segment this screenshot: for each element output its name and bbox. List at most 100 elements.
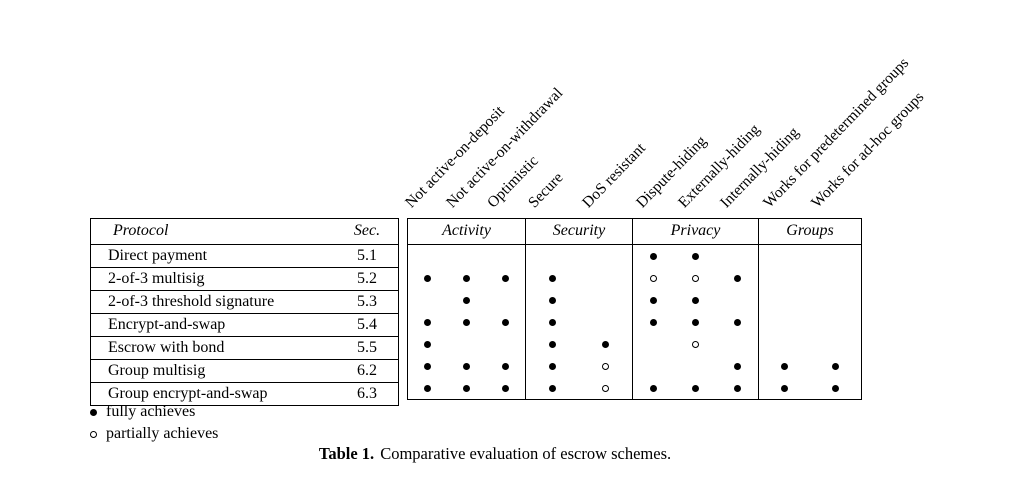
filled-dot-icon [424,384,431,392]
dot-cell [526,355,579,377]
filled-dot-icon [463,296,470,304]
matrix-row [408,333,861,355]
dot-cell [447,267,486,289]
dot-cell [633,289,675,311]
matrix-row [408,355,861,377]
filled-dot-icon [832,384,839,392]
dot-cell [486,333,525,355]
dot-cell [526,289,579,311]
table-row: Encrypt-and-swap 5.4 [91,313,398,336]
matrix-group [526,355,633,377]
dot-cell [759,355,810,377]
dot-cell [486,377,525,399]
dot-cell [716,245,758,267]
legend-item-partially-achieves: partially achieves [90,423,218,445]
matrix-group [633,333,759,355]
matrix-group [408,245,526,267]
matrix-group [526,289,633,311]
matrix-group [408,355,526,377]
filled-dot-icon [692,252,699,260]
dot-cell [447,355,486,377]
legend-item-fully-achieves: fully achieves [90,401,218,423]
dot-cell [526,245,579,267]
dot-cell [633,245,675,267]
filled-dot-icon [463,384,470,392]
dot-cell [675,333,717,355]
dot-cell [633,311,675,333]
filled-dot-icon [502,318,509,326]
dot-cell [810,355,861,377]
matrix-group [526,245,633,267]
dot-cell [675,377,717,399]
matrix-group [633,355,759,377]
section-cell: 5.5 [357,339,377,356]
dot-cell [633,267,675,289]
filled-dot-icon [424,362,431,370]
dot-cell [716,377,758,399]
table-caption: Table 1. Comparative evaluation of escrow… [0,444,990,464]
dot-cell [810,377,861,399]
open-dot-icon [602,362,609,370]
matrix-group [526,333,633,355]
dot-cell [486,267,525,289]
filled-dot-icon [650,252,658,260]
dot-cell [579,289,632,311]
matrix-group-header-row: Activity Security Privacy Groups [408,219,861,245]
matrix-group [408,377,526,399]
section-cell: 5.2 [357,270,377,287]
matrix-row [408,289,861,311]
matrix-group [633,245,759,267]
table-row: Group encrypt-and-swap 6.3 [91,382,398,405]
filled-dot-icon [502,274,509,282]
dot-cell [579,355,632,377]
matrix-group [633,311,759,333]
dot-cell [579,377,632,399]
dot-cell [579,267,632,289]
matrix-group [408,311,526,333]
group-header-privacy: Privacy [633,219,759,244]
protocol-cell: Escrow with bond [108,339,225,356]
dot-cell [633,333,675,355]
protocol-table: Protocol Sec. Direct payment 5.1 2-of-3 mu… [90,218,399,406]
filled-dot-icon [90,408,106,416]
dot-cell [486,355,525,377]
protocol-column-header: Protocol [113,222,169,239]
section-cell: 6.2 [357,362,377,379]
dot-cell [675,267,717,289]
matrix-row [408,245,861,267]
dot-cell [579,245,632,267]
protocol-cell: Group encrypt-and-swap [108,385,268,402]
filled-dot-icon [549,384,556,392]
dot-cell [716,267,758,289]
matrix-group [759,267,861,289]
section-column-header: Sec. [353,222,381,239]
dot-cell [810,267,861,289]
dot-cell [759,311,810,333]
evaluation-matrix: Activity Security Privacy Groups [407,218,862,400]
dot-cell [526,333,579,355]
dot-cell [408,267,447,289]
filled-dot-icon [463,362,470,370]
dot-cell [759,333,810,355]
filled-dot-icon [424,318,431,326]
table-row: 2-of-3 threshold signature 5.3 [91,290,398,313]
dot-cell [810,245,861,267]
dot-cell [759,267,810,289]
section-cell: 5.3 [357,293,377,310]
filled-dot-icon [502,362,509,370]
matrix-group [526,377,633,399]
filled-dot-icon [549,274,556,282]
protocol-table-header: Protocol Sec. [91,219,398,244]
matrix-row [408,311,861,333]
dot-cell [759,289,810,311]
open-dot-icon [90,430,106,438]
matrix-group [408,267,526,289]
filled-dot-icon [692,384,699,392]
matrix-group [633,267,759,289]
dot-cell [408,245,447,267]
caption-text: Comparative evaluation of escrow schemes… [380,444,672,463]
filled-dot-icon [549,296,556,304]
filled-dot-icon [733,274,741,282]
dot-cell [759,245,810,267]
